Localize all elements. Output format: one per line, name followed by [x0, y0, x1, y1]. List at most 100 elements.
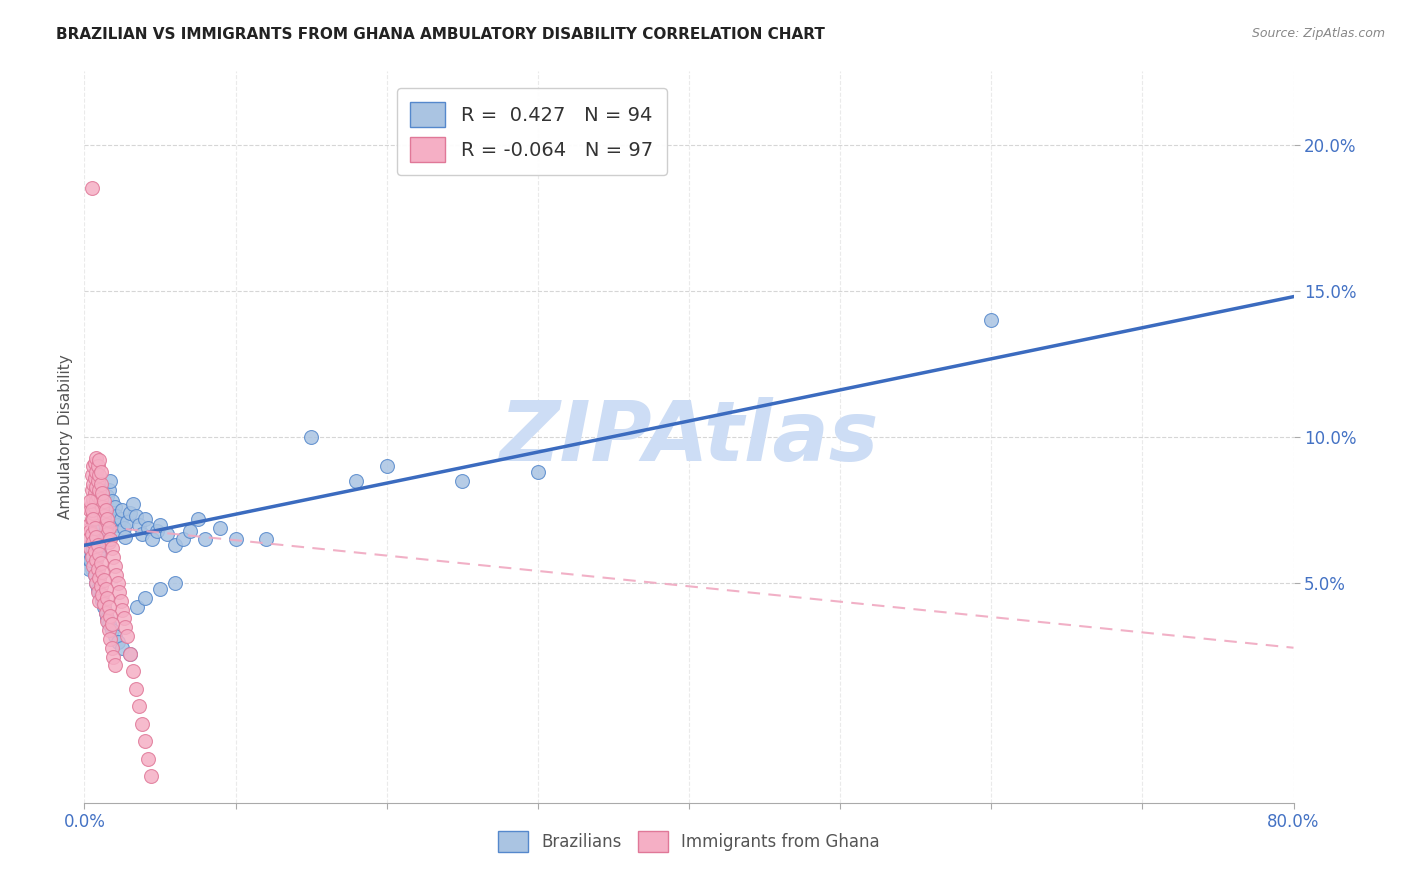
Point: [89, 521, 111, 535]
Text: Source: ZipAtlas.com: Source: ZipAtlas.com: [1251, 27, 1385, 40]
Point: [87, 474, 110, 488]
Point: [91, 594, 114, 608]
Point: [86, 538, 108, 552]
Point: [82, 506, 104, 520]
Point: [107, 517, 129, 532]
Point: [128, 699, 150, 714]
Point: [98, 533, 121, 547]
Point: [980, 313, 1002, 327]
Point: [89, 533, 111, 547]
Point: [100, 617, 122, 632]
Point: [80, 562, 103, 576]
Point: [134, 591, 156, 605]
Point: [87, 535, 110, 549]
Point: [131, 526, 153, 541]
Point: [89, 570, 111, 584]
Point: [136, 752, 159, 766]
Point: [299, 430, 322, 444]
Point: [149, 582, 172, 597]
Point: [104, 629, 127, 643]
Point: [108, 524, 131, 538]
Point: [80, 526, 103, 541]
Point: [80, 512, 103, 526]
Point: [91, 533, 114, 547]
Point: [82, 541, 104, 556]
Point: [93, 574, 115, 588]
Point: [97, 599, 120, 614]
Point: [90, 579, 112, 593]
Point: [100, 494, 122, 508]
Point: [118, 647, 141, 661]
Point: [96, 526, 118, 541]
Point: [105, 509, 128, 524]
Point: [91, 506, 114, 520]
Point: [101, 649, 124, 664]
Point: [80, 468, 103, 483]
Point: [100, 640, 122, 655]
Point: [94, 582, 117, 597]
Point: [111, 640, 134, 655]
Point: [91, 565, 114, 579]
Point: [131, 716, 153, 731]
Point: [90, 491, 112, 506]
Point: [87, 538, 110, 552]
Point: [86, 576, 108, 591]
Point: [89, 594, 111, 608]
Text: ZIPAtlas: ZIPAtlas: [499, 397, 879, 477]
Point: [86, 530, 108, 544]
Point: [121, 497, 143, 511]
Point: [115, 515, 138, 529]
Point: [91, 485, 114, 500]
Point: [105, 567, 128, 582]
Point: [125, 681, 148, 696]
Point: [79, 553, 101, 567]
Point: [451, 474, 474, 488]
Point: [97, 521, 120, 535]
Point: [114, 620, 136, 634]
Point: [94, 494, 117, 508]
Point: [87, 459, 110, 474]
Point: [97, 623, 120, 637]
Point: [107, 576, 129, 591]
Point: [94, 606, 117, 620]
Point: [97, 509, 120, 524]
Point: [93, 494, 115, 508]
Point: [90, 476, 112, 491]
Point: [94, 503, 117, 517]
Point: [84, 553, 107, 567]
Point: [134, 734, 156, 748]
Point: [91, 588, 114, 602]
Point: [96, 489, 118, 503]
Point: [108, 585, 131, 599]
Point: [80, 547, 103, 561]
Point: [225, 533, 247, 547]
Point: [134, 512, 156, 526]
Point: [84, 567, 107, 582]
Point: [111, 503, 134, 517]
Point: [112, 521, 135, 535]
Point: [80, 556, 103, 570]
Point: [94, 521, 117, 535]
Point: [141, 533, 163, 547]
Point: [96, 591, 118, 605]
Point: [87, 562, 110, 576]
Point: [98, 474, 121, 488]
Point: [82, 549, 104, 564]
Point: [90, 588, 112, 602]
Point: [93, 597, 115, 611]
Point: [172, 533, 194, 547]
Point: [111, 603, 134, 617]
Point: [84, 500, 107, 515]
Point: [90, 556, 112, 570]
Text: BRAZILIAN VS IMMIGRANTS FROM GHANA AMBULATORY DISABILITY CORRELATION CHART: BRAZILIAN VS IMMIGRANTS FROM GHANA AMBUL…: [56, 27, 825, 42]
Point: [165, 576, 187, 591]
Point: [96, 515, 118, 529]
Point: [86, 526, 108, 541]
Point: [82, 541, 104, 556]
Point: [82, 512, 104, 526]
Point: [90, 538, 112, 552]
Point: [89, 585, 111, 599]
Point: [118, 506, 141, 520]
Point: [77, 517, 100, 532]
Point: [80, 547, 103, 561]
